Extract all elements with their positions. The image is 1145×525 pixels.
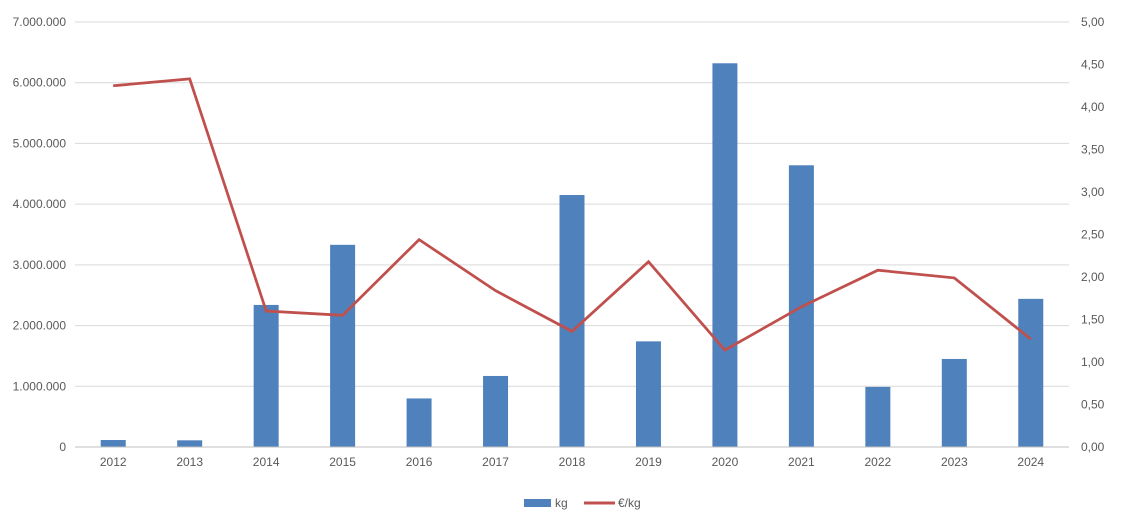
x-axis-label-2014: 2014 [253, 455, 280, 469]
bar-2012[interactable] [100, 440, 126, 447]
x-axis-label-2012: 2012 [100, 455, 127, 469]
x-axis-label-2013: 2013 [176, 455, 203, 469]
right-axis-tick-label: 0,00 [1081, 440, 1105, 454]
right-axis-tick-label: 5,00 [1081, 15, 1105, 29]
left-axis-tick-label: 0 [59, 440, 66, 454]
right-axis-tick-label: 0,50 [1081, 398, 1105, 412]
right-axis-tick-label: 1,00 [1081, 355, 1105, 369]
bar-2024[interactable] [1018, 298, 1044, 447]
x-axis-category-labels: 2012 2013 2014 2015 2016 2017 2018 2019 2020 2021… [100, 455, 1045, 469]
left-axis-tick-label: 5.000.000 [13, 136, 67, 150]
right-axis-tick-label: 3,00 [1081, 185, 1105, 199]
x-axis-label-2019: 2019 [635, 455, 662, 469]
right-axis-tick-label: 4,50 [1081, 58, 1105, 72]
chart-legend: kg €/kg [524, 496, 641, 510]
x-axis-label-2021: 2021 [788, 455, 815, 469]
bar-2016[interactable] [406, 398, 432, 447]
right-axis-tick-label: 3,50 [1081, 143, 1105, 157]
right-axis-tick-label: 4,00 [1081, 100, 1105, 114]
bar-2023[interactable] [941, 358, 967, 447]
right-axis-tick-labels: 0,00 0,50 1,00 1,50 2,00 2,50 3,00 3,50 4,00 4,50… [1081, 15, 1105, 454]
left-axis-tick-label: 3.000.000 [13, 258, 67, 272]
bar-2018[interactable] [559, 195, 585, 447]
x-axis-label-2023: 2023 [941, 455, 968, 469]
x-axis-label-2018: 2018 [559, 455, 586, 469]
right-axis-tick-label: 2,50 [1081, 228, 1105, 242]
legend-swatch-kg[interactable] [524, 499, 551, 507]
left-axis-tick-labels: 0 1.000.000 2.000.000 3.000.000 4.000.000 5.0… [13, 15, 67, 454]
left-axis-tick-label: 7.000.000 [13, 15, 67, 29]
right-axis-tick-label: 1,50 [1081, 313, 1105, 327]
left-axis-tick-label: 2.000.000 [13, 319, 67, 333]
left-axis-tick-label: 6.000.000 [13, 76, 67, 90]
bar-2014[interactable] [253, 304, 279, 447]
x-axis-label-2017: 2017 [482, 455, 509, 469]
x-axis-label-2016: 2016 [406, 455, 433, 469]
bar-2017[interactable] [483, 375, 509, 447]
bar-2020[interactable] [712, 63, 738, 448]
line-series-eur-per-kg [113, 77, 1032, 352]
x-axis-label-2024: 2024 [1017, 455, 1044, 469]
x-axis-label-2020: 2020 [712, 455, 739, 469]
right-axis-tick-label: 2,00 [1081, 270, 1105, 284]
legend-label-kg[interactable]: kg [555, 496, 568, 510]
bar-2019[interactable] [635, 341, 661, 447]
bar-2013[interactable] [177, 440, 203, 447]
x-axis-label-2015: 2015 [329, 455, 356, 469]
left-axis-tick-label: 4.000.000 [13, 197, 67, 211]
x-axis-label-2022: 2022 [864, 455, 891, 469]
line-eur-per-kg[interactable] [113, 77, 1032, 352]
legend-label-eur-per-kg[interactable]: €/kg [618, 496, 641, 510]
bar-2022[interactable] [865, 386, 891, 447]
bar-series-kg [100, 63, 1044, 448]
left-axis-tick-label: 1.000.000 [13, 379, 67, 393]
bar-2015[interactable] [330, 244, 356, 447]
